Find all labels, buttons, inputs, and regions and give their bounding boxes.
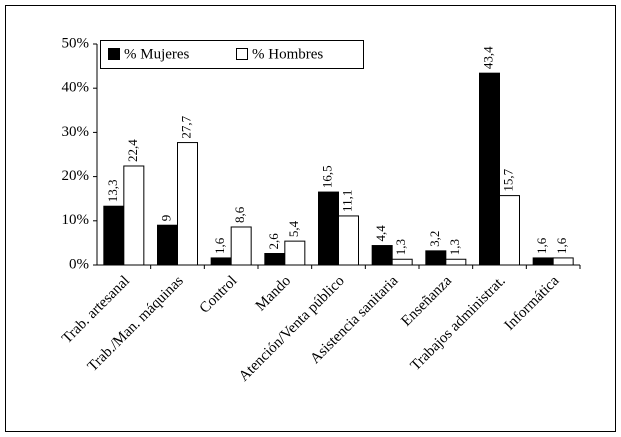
data-label: 1,6	[534, 237, 549, 254]
y-tick-label: 30%	[62, 124, 90, 140]
data-label: 15,7	[500, 168, 515, 191]
data-label: 1,6	[554, 237, 569, 254]
data-label: 11,1	[339, 190, 354, 212]
data-label: 27,7	[178, 115, 193, 138]
y-tick-label: 50%	[62, 35, 90, 51]
data-label: 13,3	[105, 179, 120, 202]
legend-swatch	[236, 48, 248, 60]
y-tick-label: 40%	[62, 80, 90, 96]
data-label: 16,5	[319, 165, 334, 188]
bar	[445, 258, 467, 266]
data-label: 8,6	[232, 206, 247, 223]
bar	[210, 257, 232, 266]
y-tick-label: 0%	[69, 256, 89, 272]
bar	[123, 165, 145, 266]
y-tick-label: 10%	[62, 212, 90, 228]
bar	[284, 240, 306, 266]
bar	[371, 245, 393, 266]
y-tick-label: 20%	[62, 168, 90, 184]
legend-swatch	[108, 48, 120, 60]
data-label: 4,4	[373, 225, 388, 242]
data-label: 2,6	[266, 233, 281, 250]
data-label: 3,2	[427, 231, 442, 247]
data-label: 22,4	[125, 139, 140, 162]
data-label: 5,4	[286, 220, 301, 237]
bar	[391, 258, 413, 266]
legend-label: % Mujeres	[124, 46, 190, 62]
bar	[157, 224, 178, 266]
legend-label: % Hombres	[252, 46, 323, 62]
data-label: 1,3	[393, 239, 408, 255]
bar	[230, 226, 252, 266]
data-label: 1,3	[447, 239, 462, 255]
bar	[499, 195, 520, 266]
bar	[479, 72, 500, 266]
bar	[177, 142, 198, 266]
data-label: 43,4	[480, 46, 495, 69]
bar	[552, 257, 574, 266]
data-label: 9	[158, 215, 173, 222]
data-label: 1,6	[212, 237, 227, 254]
bar	[338, 215, 359, 266]
bar	[103, 205, 125, 266]
bar	[425, 250, 447, 266]
bar	[532, 257, 554, 266]
bar	[318, 191, 339, 266]
bar	[264, 253, 286, 266]
legend-box	[100, 40, 364, 69]
